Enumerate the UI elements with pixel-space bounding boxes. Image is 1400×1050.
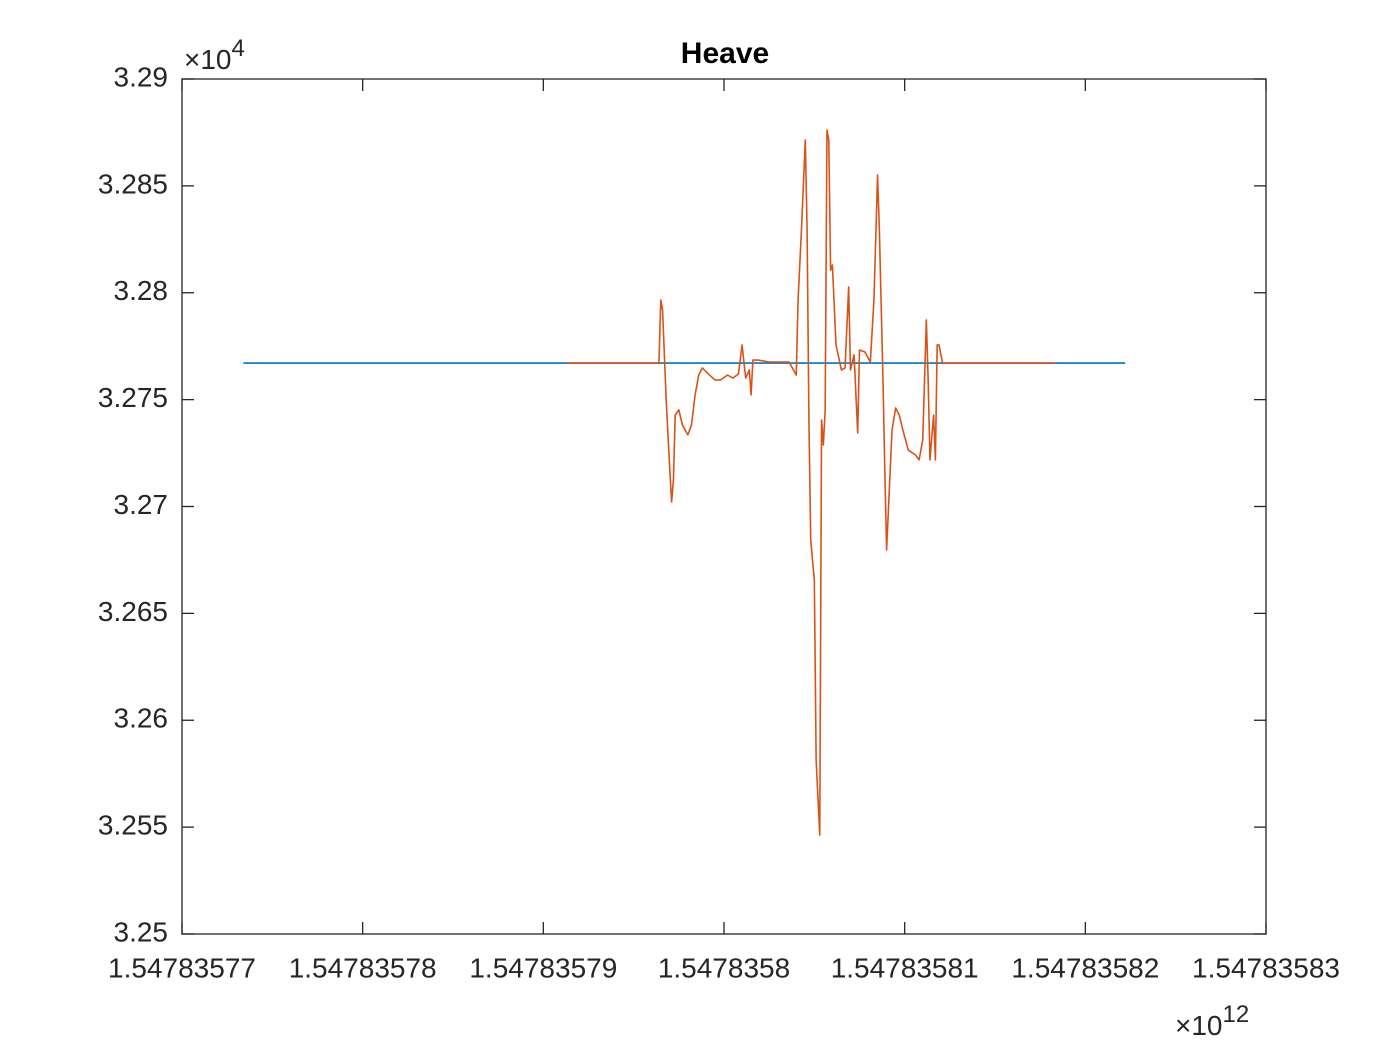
- x-exponent-base: ×10: [1175, 1010, 1223, 1041]
- y-tick-label: 3.25: [114, 916, 169, 947]
- y-tick-label: 3.275: [98, 382, 168, 413]
- chart-title: Heave: [681, 37, 769, 70]
- y-tick-label: 3.285: [98, 168, 168, 199]
- y-exponent-base: ×10: [184, 44, 232, 75]
- y-exponent-power: 4: [232, 35, 245, 62]
- y-tick-label: 3.28: [114, 275, 169, 306]
- axes-box: [181, 78, 1267, 935]
- x-tick-label: 1.5478358: [658, 952, 790, 983]
- x-tick-label: 1.54783581: [831, 952, 979, 983]
- x-tick-label: 1.54783579: [469, 952, 617, 983]
- y-tick-label: 3.265: [98, 596, 168, 627]
- x-tick-label: 1.54783583: [1192, 952, 1340, 983]
- x-exponent-power: 12: [1223, 1001, 1250, 1028]
- y-tick-label: 3.29: [114, 61, 169, 92]
- x-tick-label: 1.54783578: [289, 952, 437, 983]
- data-line: [566, 129, 1055, 836]
- y-tick-label: 3.255: [98, 810, 168, 841]
- x-exponent: ×1012: [1175, 1001, 1249, 1041]
- x-tick-label: 1.54783582: [1011, 952, 1159, 983]
- x-tick-label: 1.54783577: [108, 952, 256, 983]
- y-tick-label: 3.27: [114, 489, 169, 520]
- y-tick-label: 3.26: [114, 703, 169, 734]
- y-exponent: ×104: [184, 35, 245, 75]
